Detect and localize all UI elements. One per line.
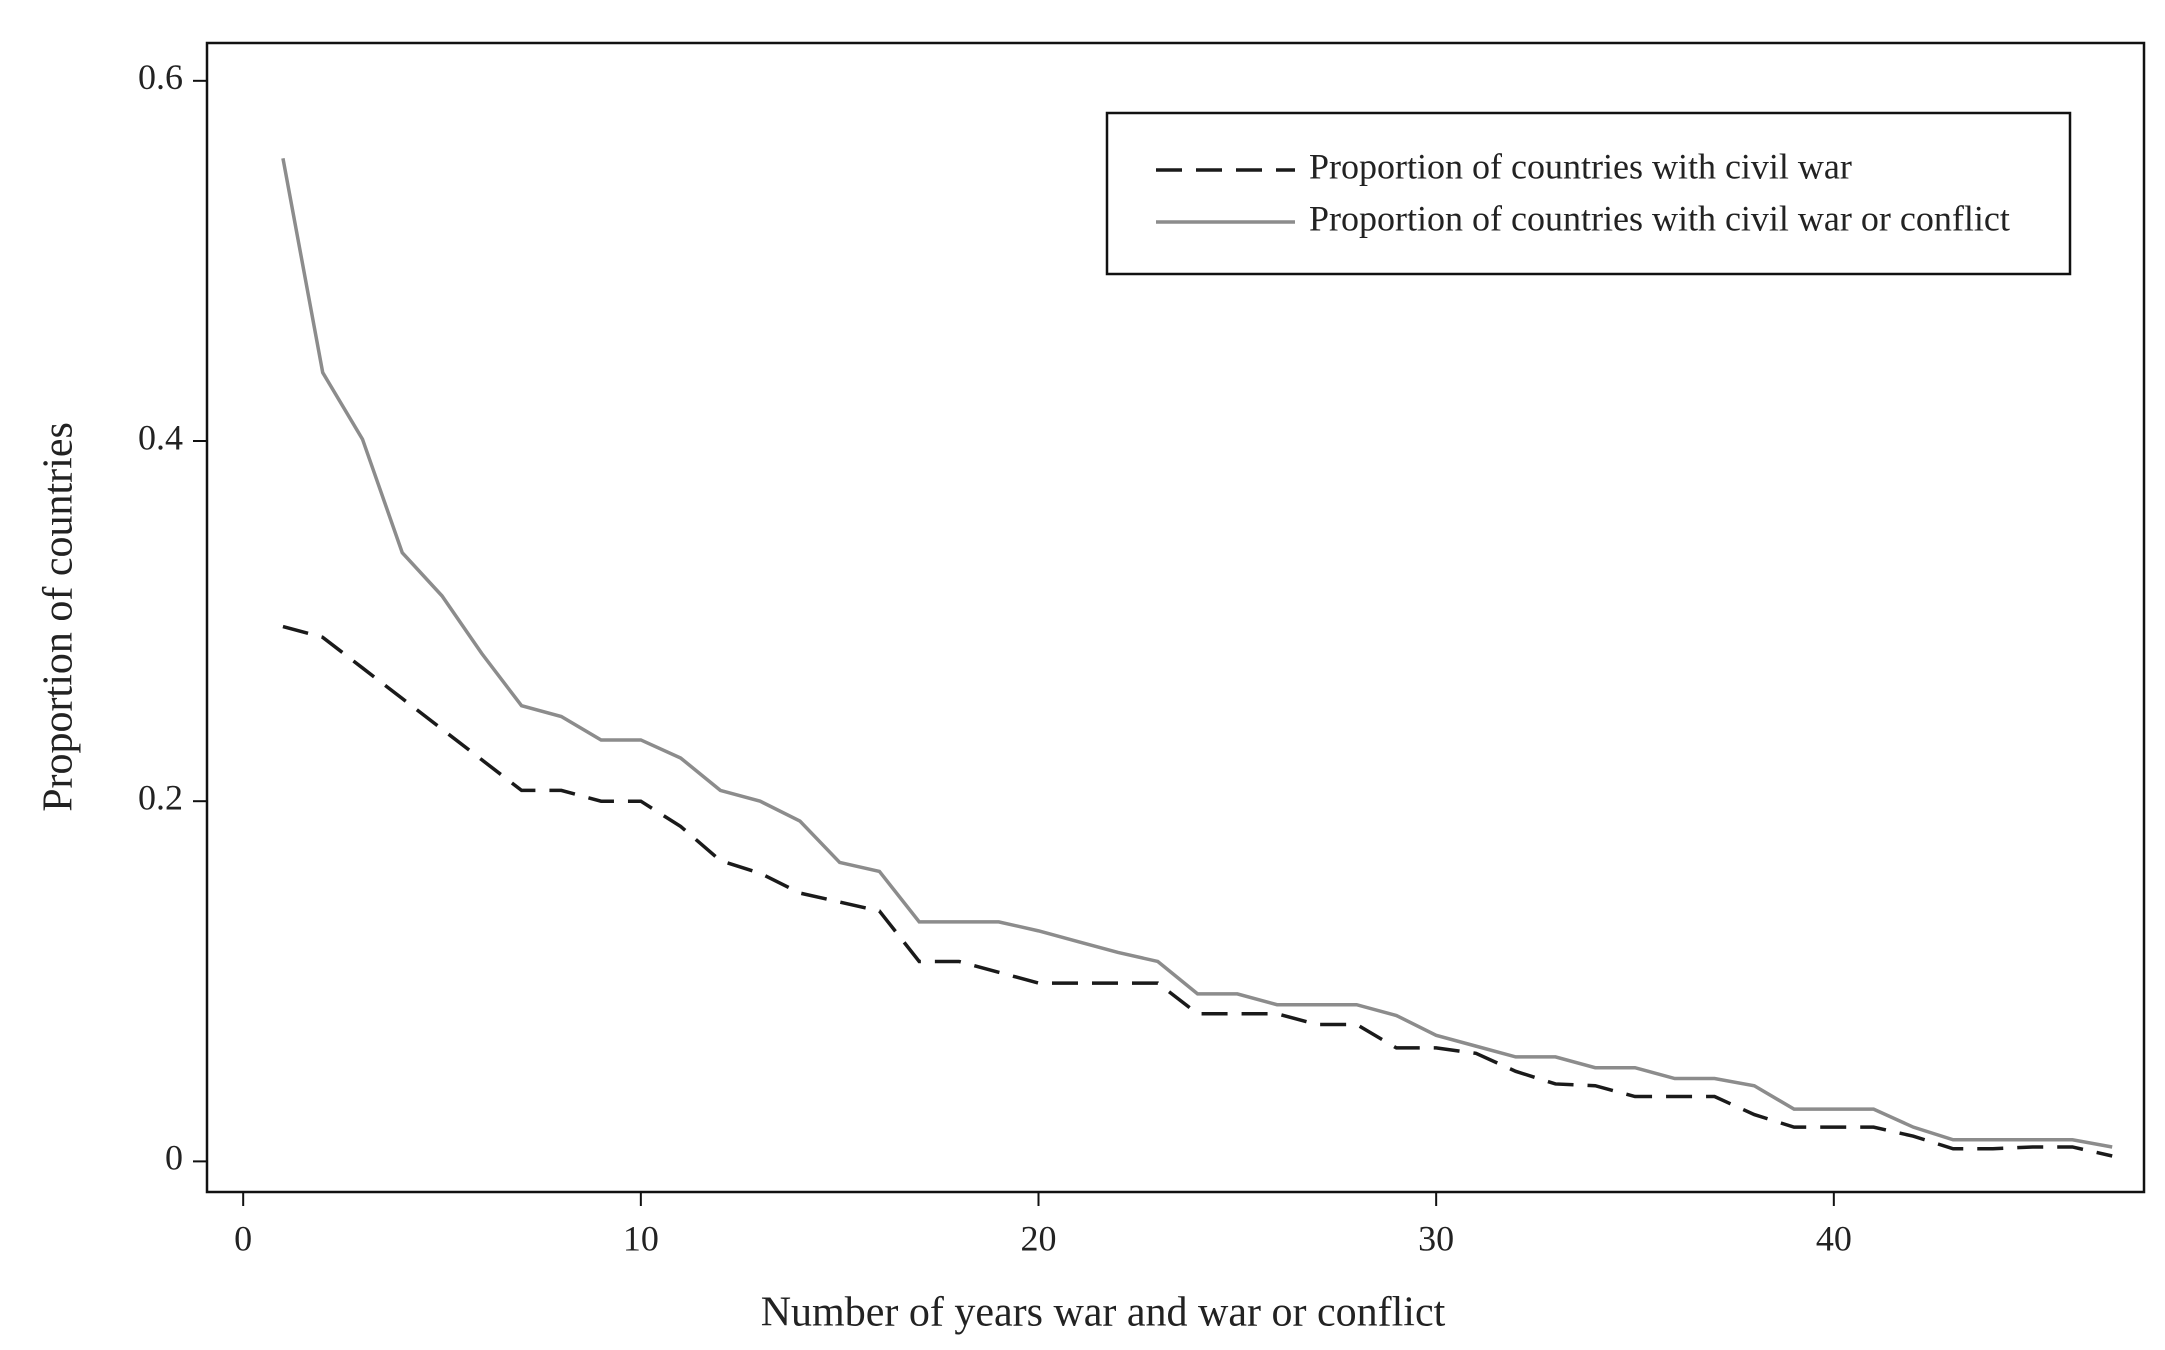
y-axis-label: Proportion of countries <box>36 422 82 812</box>
x-tick-label: 30 <box>1418 1218 1454 1258</box>
legend-box <box>1105 111 2072 276</box>
legend-label: Proportion of countries with civil war o… <box>1309 198 2010 238</box>
line-series <box>282 624 2113 1158</box>
y-tick-label: 0.4 <box>138 417 183 457</box>
x-tick-label: 40 <box>1816 1218 1852 1258</box>
line-series <box>281 157 2113 1149</box>
plot-frame <box>205 41 2146 1194</box>
x-tick-label: 0 <box>234 1218 252 1258</box>
y-tick-label: 0 <box>165 1138 183 1178</box>
y-tick-label: 0.6 <box>138 57 183 97</box>
x-axis-label: Number of years war and war or conflict <box>761 1290 1446 1336</box>
legend-label: Proportion of countries with civil war <box>1309 146 1852 186</box>
x-tick-label: 20 <box>1021 1218 1057 1258</box>
y-tick-label: 0.2 <box>138 777 183 817</box>
x-tick-label: 10 <box>623 1218 659 1258</box>
